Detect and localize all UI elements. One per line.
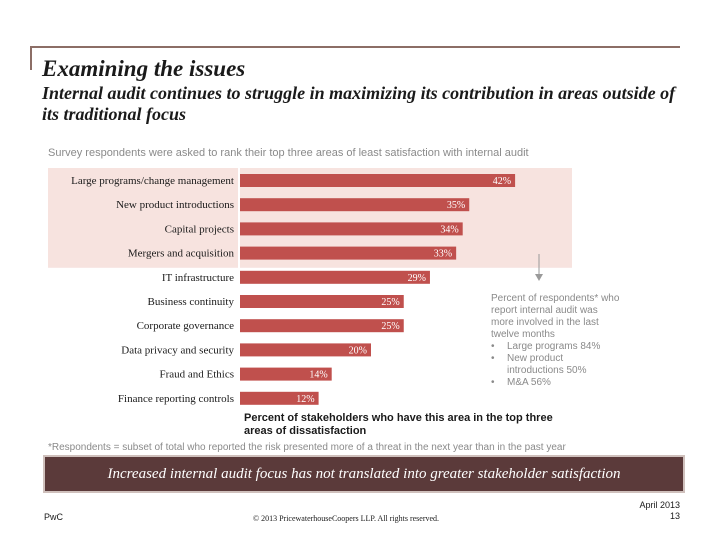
bar bbox=[240, 246, 457, 260]
survey-note: Survey respondents were asked to rank th… bbox=[48, 147, 529, 159]
callout-heading: Percent of respondents* who report inter… bbox=[491, 293, 620, 340]
bar bbox=[240, 198, 470, 212]
bar-value-label: 25% bbox=[381, 321, 399, 332]
bar-value-label: 42% bbox=[493, 176, 511, 187]
callout-item: Large programs 84% bbox=[491, 341, 621, 353]
conclusion-banner: Increased internal audit focus has not t… bbox=[43, 455, 685, 493]
footer-date-page: April 2013 13 bbox=[639, 500, 680, 522]
category-label: Capital projects bbox=[165, 223, 234, 235]
footnote: *Respondents = subset of total who repor… bbox=[48, 442, 566, 453]
bar bbox=[240, 391, 319, 405]
callout-box: Percent of respondents* who report inter… bbox=[491, 293, 621, 389]
bar-value-label: 20% bbox=[349, 345, 367, 356]
title-frame-rule bbox=[30, 46, 680, 48]
footer-copyright: © 2013 PricewaterhouseCoopers LLP. All r… bbox=[253, 514, 440, 523]
bar-value-label: 29% bbox=[408, 273, 426, 284]
category-label: IT infrastructure bbox=[162, 272, 234, 284]
bar bbox=[240, 222, 463, 236]
callout-item: M&A 56% bbox=[491, 377, 621, 389]
bar-value-label: 14% bbox=[309, 370, 327, 381]
bar-value-label: 12% bbox=[296, 394, 314, 405]
bar-value-label: 34% bbox=[440, 224, 458, 235]
footer-brand: PwC bbox=[44, 512, 64, 522]
bar bbox=[240, 174, 516, 187]
conclusion-banner-text: Increased internal audit focus has not t… bbox=[107, 465, 621, 482]
bar-value-label: 33% bbox=[434, 249, 452, 260]
category-label: Business continuity bbox=[148, 296, 235, 308]
callout-arrow bbox=[535, 254, 543, 281]
category-label: Mergers and acquisition bbox=[128, 248, 235, 260]
category-label: Corporate governance bbox=[137, 320, 235, 332]
bar-value-label: 35% bbox=[447, 200, 465, 211]
page-subtitle: Internal audit continues to struggle in … bbox=[42, 83, 676, 124]
page-title: Examining the issues bbox=[42, 56, 246, 81]
title-frame-bracket bbox=[30, 46, 32, 70]
bar bbox=[240, 295, 404, 308]
callout-list: Large programs 84% New product introduct… bbox=[491, 341, 621, 389]
bar bbox=[240, 343, 371, 357]
bar-value-label: 25% bbox=[381, 297, 399, 308]
footer-date: April 2013 bbox=[639, 500, 680, 510]
category-label: New product introductions bbox=[116, 199, 234, 211]
bar bbox=[240, 319, 404, 333]
bar bbox=[240, 270, 430, 284]
category-label: Fraud and Ethics bbox=[159, 369, 234, 381]
callout-item: New product introductions 50% bbox=[491, 353, 621, 377]
category-label: Large programs/change management bbox=[71, 175, 234, 187]
page-number: 13 bbox=[669, 511, 680, 521]
category-label: Data privacy and security bbox=[121, 344, 234, 356]
chart-x-caption: Percent of stakeholders who have this ar… bbox=[244, 412, 553, 437]
category-label: Finance reporting controls bbox=[118, 393, 234, 405]
bar bbox=[240, 367, 332, 381]
